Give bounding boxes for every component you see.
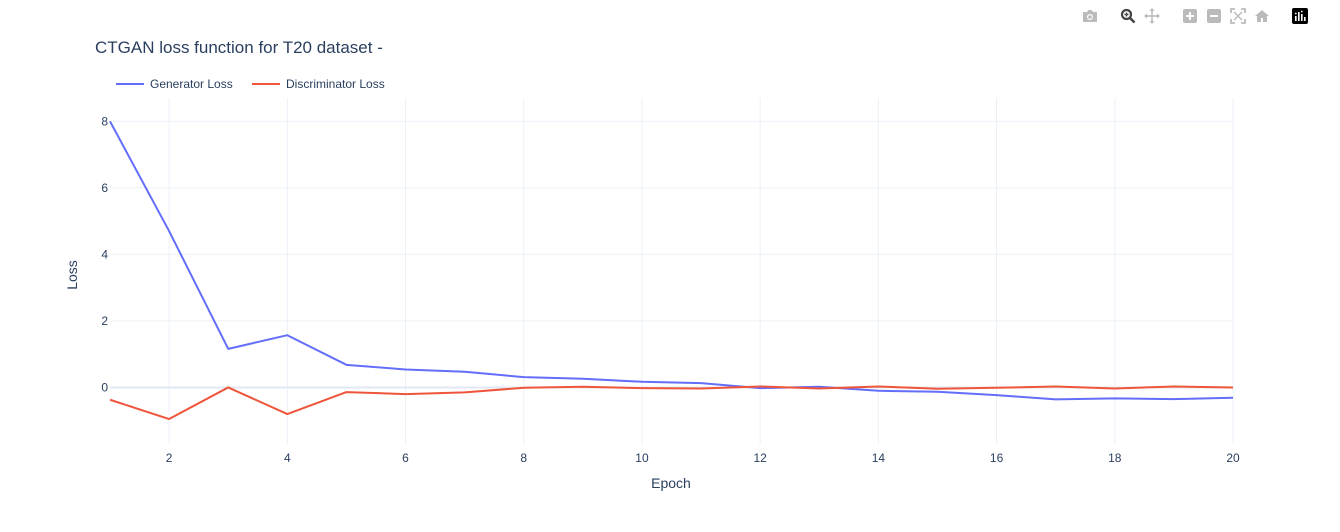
data-point-discriminator-loss[interactable] (757, 383, 763, 389)
x-tick-label: 8 (520, 451, 527, 465)
data-point-generator-loss[interactable] (580, 376, 586, 382)
data-point-generator-loss[interactable] (1053, 396, 1059, 402)
data-point-generator-loss[interactable] (698, 380, 704, 386)
data-point-generator-loss[interactable] (284, 332, 290, 338)
data-point-discriminator-loss[interactable] (403, 391, 409, 397)
x-axis-label: Epoch (651, 475, 691, 491)
reset-axes-icon[interactable] (1250, 6, 1274, 26)
y-axis-label: Loss (64, 260, 80, 290)
data-point-discriminator-loss[interactable] (343, 389, 349, 395)
data-point-generator-loss[interactable] (1171, 396, 1177, 402)
legend[interactable]: Generator Loss Discriminator Loss (116, 77, 385, 91)
data-point-discriminator-loss[interactable] (934, 386, 940, 392)
data-point-generator-loss[interactable] (107, 118, 113, 124)
data-point-generator-loss[interactable] (166, 228, 172, 234)
plotly-logo-icon[interactable] (1288, 6, 1312, 26)
data-point-generator-loss[interactable] (639, 379, 645, 385)
y-tick-label: 6 (101, 181, 108, 195)
data-point-discriminator-loss[interactable] (284, 411, 290, 417)
zoom-in-icon[interactable] (1178, 6, 1202, 26)
zoom-out-icon[interactable] (1202, 6, 1226, 26)
x-tick-label: 14 (872, 451, 886, 465)
x-tick-label: 2 (166, 451, 173, 465)
data-point-generator-loss[interactable] (343, 362, 349, 368)
y-tick-label: 4 (101, 247, 108, 261)
zoom-icon[interactable] (1116, 6, 1140, 26)
data-point-generator-loss[interactable] (403, 366, 409, 372)
grid-lines (110, 98, 1234, 444)
data-point-generator-loss[interactable] (1230, 395, 1236, 401)
data-point-discriminator-loss[interactable] (107, 397, 113, 403)
data-point-discriminator-loss[interactable] (875, 383, 881, 389)
data-point-generator-loss[interactable] (225, 346, 231, 352)
y-tick-label: 8 (101, 114, 108, 128)
x-tick-label: 6 (402, 451, 409, 465)
x-tick-label: 20 (1226, 451, 1240, 465)
autoscale-icon[interactable] (1226, 6, 1250, 26)
data-point-discriminator-loss[interactable] (639, 385, 645, 391)
data-point-discriminator-loss[interactable] (580, 384, 586, 390)
x-tick-label: 18 (1108, 451, 1122, 465)
series-line-discriminator-loss[interactable] (109, 385, 1234, 421)
data-point-discriminator-loss[interactable] (816, 385, 822, 391)
series-lines (107, 118, 1236, 422)
data-point-discriminator-loss[interactable] (1171, 383, 1177, 389)
data-point-discriminator-loss[interactable] (1053, 383, 1059, 389)
legend-label-discriminator-loss: Discriminator Loss (286, 77, 385, 91)
data-point-discriminator-loss[interactable] (462, 389, 468, 395)
x-tick-label: 16 (990, 451, 1004, 465)
data-point-generator-loss[interactable] (1112, 395, 1118, 401)
x-tick-label: 12 (753, 451, 767, 465)
axis-ticks: 2 4 6 8 10 12 14 16 18 20 0 2 4 6 8 (101, 114, 1240, 465)
legend-item-generator-loss[interactable]: Generator Loss (116, 77, 233, 91)
y-tick-label: 0 (101, 380, 108, 394)
data-point-generator-loss[interactable] (994, 392, 1000, 398)
legend-item-discriminator-loss[interactable]: Discriminator Loss (252, 77, 385, 91)
data-point-discriminator-loss[interactable] (521, 385, 527, 391)
data-point-generator-loss[interactable] (521, 374, 527, 380)
y-tick-label: 2 (101, 314, 108, 328)
modebar (1064, 6, 1312, 26)
data-point-discriminator-loss[interactable] (1230, 384, 1236, 390)
series-line-generator-loss[interactable] (109, 120, 1234, 401)
x-tick-label: 4 (284, 451, 291, 465)
x-tick-label: 10 (635, 451, 649, 465)
data-point-generator-loss[interactable] (462, 369, 468, 375)
data-point-discriminator-loss[interactable] (225, 384, 231, 390)
data-point-discriminator-loss[interactable] (1112, 385, 1118, 391)
camera-icon[interactable] (1078, 6, 1102, 26)
data-point-discriminator-loss[interactable] (166, 416, 172, 422)
data-point-discriminator-loss[interactable] (698, 385, 704, 391)
data-point-discriminator-loss[interactable] (994, 385, 1000, 391)
legend-label-generator-loss: Generator Loss (150, 77, 233, 91)
pan-icon[interactable] (1140, 6, 1164, 26)
chart-title: CTGAN loss function for T20 dataset - (95, 38, 383, 57)
